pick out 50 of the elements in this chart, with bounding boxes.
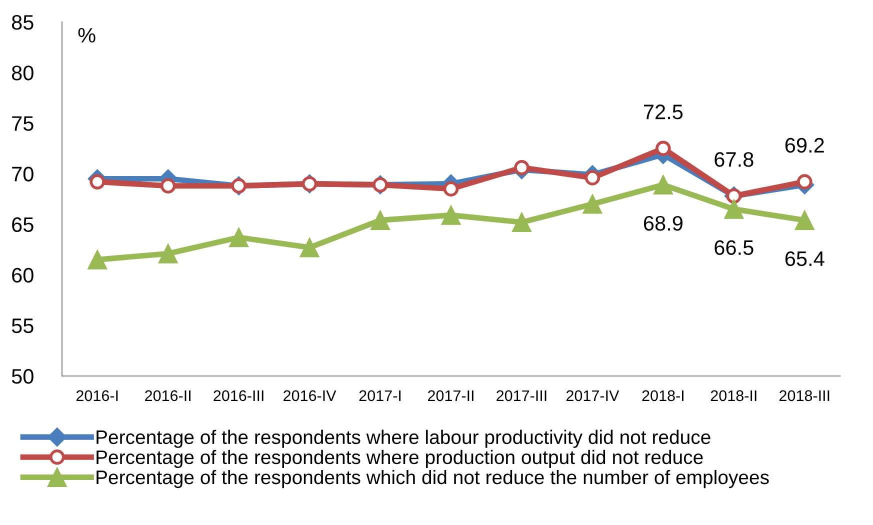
y-tick-label: 55 <box>12 318 34 334</box>
x-tick-label: 2016-III <box>214 390 264 402</box>
point <box>514 160 530 176</box>
point <box>512 212 532 232</box>
data-label: 69.2 <box>785 138 824 153</box>
point <box>582 194 602 214</box>
point <box>796 174 812 190</box>
x-tick-label: 2017-IV <box>566 390 620 402</box>
x-tick-label: 2018-II <box>710 390 756 402</box>
point <box>794 210 814 230</box>
point <box>158 244 178 264</box>
x-tick-label: 2017-II <box>428 390 474 402</box>
x-tick-label: 2018-I <box>642 390 684 402</box>
point <box>229 228 249 248</box>
point <box>88 250 108 270</box>
x-tick-label: 2016-IV <box>284 390 336 402</box>
legend-label: Percentage of the respondents where production output did not reduce <box>96 450 703 468</box>
data-label: 66.5 <box>714 240 754 255</box>
point <box>724 199 744 219</box>
data-label: 72.5 <box>644 104 683 120</box>
point <box>90 174 106 190</box>
data-label: 68.9 <box>644 216 682 231</box>
y-tick-label: 70 <box>12 166 34 182</box>
y-tick-label: 80 <box>12 66 34 80</box>
x-tick-label: 2017-III <box>496 390 546 402</box>
y-tick-label: 50 <box>12 369 34 384</box>
point <box>372 177 388 192</box>
point <box>584 170 600 186</box>
point <box>656 140 671 156</box>
y-axis-title: % <box>78 28 96 43</box>
y-tick-label: 65 <box>12 217 34 232</box>
point <box>231 178 246 194</box>
point <box>653 175 673 195</box>
x-tick-label: 2017-I <box>359 390 401 402</box>
point <box>370 210 390 230</box>
x-tick-label: 2016-I <box>76 390 118 402</box>
y-tick-label: 85 <box>12 15 34 30</box>
point <box>300 238 320 258</box>
y-tick-label: 60 <box>12 268 34 283</box>
x-tick-label: 2016-II <box>145 390 190 402</box>
point <box>441 205 461 225</box>
legend-label: Percentage of the respondents where labour productivity did not reduce <box>96 430 710 448</box>
data-label: 65.4 <box>785 251 824 266</box>
point <box>160 178 176 194</box>
y-tick-label: 75 <box>12 116 34 131</box>
legend-label: Percentage of the respondents which did not reduce the number of employees <box>96 470 769 488</box>
data-label: 67.8 <box>714 152 754 167</box>
point <box>302 176 318 192</box>
x-tick-label: 2018-III <box>780 390 830 402</box>
point <box>443 181 459 197</box>
